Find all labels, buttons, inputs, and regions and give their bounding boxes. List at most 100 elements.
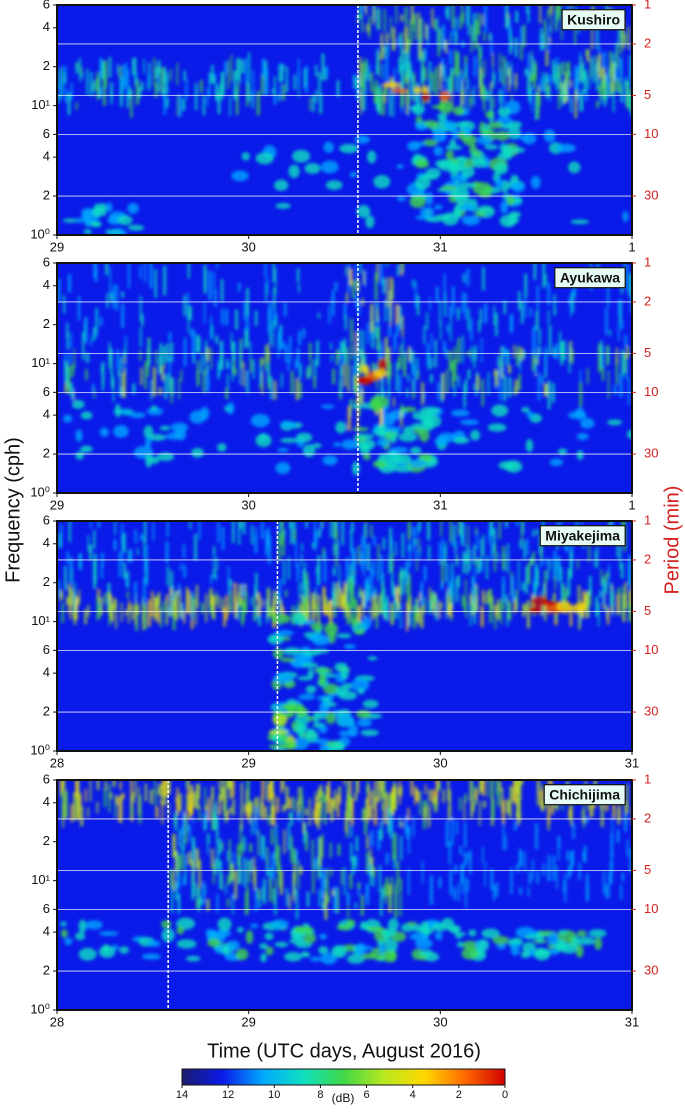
texture-streak (572, 823, 575, 839)
texture-streak (151, 591, 154, 617)
texture-streak (292, 873, 295, 902)
texture-streak (371, 596, 374, 620)
texture-streak (298, 330, 301, 346)
texture-streak (374, 326, 378, 338)
texture-streak (208, 270, 212, 301)
y2-tick-label: 5 (644, 87, 651, 102)
texture-streak (76, 790, 79, 819)
texture-blob (506, 195, 515, 206)
texture-blob (420, 206, 435, 218)
texture-streak (273, 95, 277, 105)
texture-streak (499, 94, 503, 115)
texture-streak (179, 588, 182, 617)
texture-streak (370, 72, 373, 93)
texture-blob (398, 432, 418, 442)
texture-streak (484, 303, 488, 324)
texture-streak (487, 780, 489, 798)
y-tick-label: 4 (43, 277, 50, 292)
texture-blob (568, 411, 587, 420)
texture-streak (177, 875, 181, 889)
texture-streak (335, 523, 339, 551)
texture-streak (372, 589, 375, 598)
texture-streak (398, 57, 401, 74)
texture-streak (537, 373, 541, 401)
texture-streak (589, 59, 592, 78)
texture-streak (548, 25, 550, 52)
texture-streak (428, 804, 431, 828)
texture-streak (428, 72, 431, 79)
texture-streak (388, 305, 392, 322)
texture-streak (547, 76, 550, 83)
texture-streak (542, 584, 546, 594)
texture-streak (528, 873, 531, 885)
y2-tick-label: 1 (644, 771, 651, 786)
texture-streak (475, 595, 478, 612)
texture-streak (128, 601, 131, 610)
texture-streak (442, 789, 445, 803)
texture-streak (60, 780, 63, 794)
y-tick-label: 4 (43, 19, 50, 34)
texture-streak (157, 63, 160, 92)
texture-streak (174, 851, 178, 872)
texture-streak (296, 268, 300, 283)
texture-blob (547, 932, 559, 946)
texture-streak (325, 66, 329, 77)
texture-blob (255, 433, 272, 448)
texture-streak (187, 304, 190, 333)
texture-streak (92, 81, 95, 93)
y-tick-label: 10¹ (31, 613, 50, 628)
texture-streak (395, 881, 398, 895)
texture-streak (216, 263, 218, 270)
texture-blob (377, 358, 388, 371)
texture-streak (490, 521, 493, 536)
texture-streak (227, 60, 230, 90)
colorbar-tick-label: 2 (456, 1089, 462, 1101)
texture-streak (171, 585, 174, 594)
texture-streak (421, 52, 424, 81)
texture-streak (526, 600, 530, 629)
texture-streak (326, 868, 329, 898)
texture-streak (460, 521, 463, 544)
texture-streak (134, 581, 137, 602)
texture-streak (241, 841, 244, 856)
texture-blob (409, 105, 420, 111)
texture-streak (475, 387, 478, 396)
texture-streak (249, 803, 252, 818)
texture-blob (525, 438, 534, 453)
texture-streak (503, 375, 507, 401)
texture-streak (121, 534, 124, 565)
texture-streak (321, 873, 324, 899)
texture-streak (431, 71, 435, 93)
texture-streak (206, 87, 209, 106)
texture-streak (389, 797, 392, 816)
texture-streak (600, 569, 603, 586)
texture-streak (620, 84, 624, 103)
texture-streak (216, 556, 218, 572)
texture-streak (385, 792, 388, 806)
texture-streak (609, 51, 612, 74)
texture-streak (57, 278, 61, 302)
texture-streak (515, 521, 519, 526)
texture-blob (102, 944, 111, 953)
texture-streak (484, 5, 487, 33)
texture-streak (364, 58, 367, 73)
texture-streak (185, 78, 188, 100)
texture-streak (418, 42, 422, 59)
texture-streak (625, 358, 628, 380)
x-tick-label: 31 (433, 239, 447, 254)
texture-streak (498, 521, 501, 540)
texture-streak (211, 848, 214, 869)
texture-streak (476, 375, 480, 390)
texture-streak (456, 557, 459, 567)
texture-streak (385, 54, 389, 84)
texture-streak (267, 308, 271, 335)
texture-blob (426, 191, 434, 206)
texture-streak (451, 562, 454, 576)
texture-streak (262, 58, 265, 77)
texture-streak (318, 72, 321, 94)
texture-streak (407, 826, 411, 835)
texture-streak (527, 563, 531, 584)
texture-streak (506, 350, 510, 366)
texture-blob (271, 613, 291, 624)
texture-streak (451, 286, 455, 315)
